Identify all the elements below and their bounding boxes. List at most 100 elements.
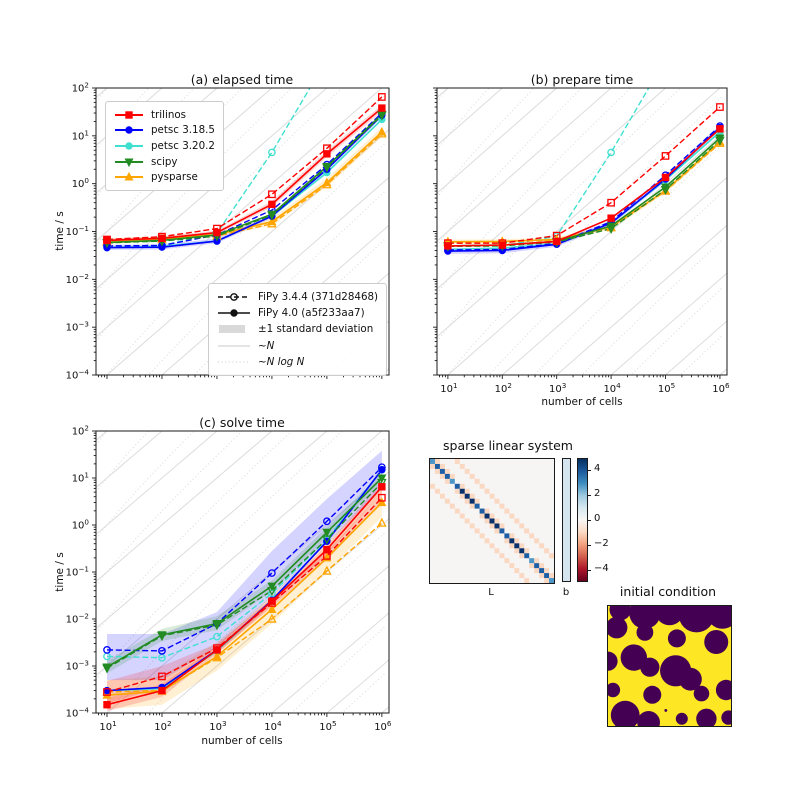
initial-condition-blob [629,606,661,629]
markers-pysparse-solid [443,136,725,246]
legend-sample-petsc-3-20-2 [115,142,143,150]
colorbar-tick-label: 4 [594,463,601,475]
legend-item-scipy: scipy [114,154,215,170]
markers-scipy-solid [102,474,387,673]
chart-b-ticks [433,87,721,379]
solver-legend: trilinos petsc 3.18.5 petsc 3.20.2 scipy… [105,101,224,191]
chart-a-plot-area [96,88,389,375]
legend-label-petsc-3-18-5: petsc 3.18.5 [151,124,215,137]
legend-item-trilinos: trilinos [114,107,215,123]
chart-c-xlabel: number of cells [201,735,283,747]
svg-text:100: 100 [72,176,90,190]
legend-sample-ref-n [218,344,250,347]
chart-b-xlabel: number of cells [541,396,623,408]
series-trilinos-solid [106,107,383,242]
series-petsc3185-dashed [106,112,383,247]
initial-condition-blob [704,630,729,654]
series-trilinos-solid [106,486,383,706]
initial-condition-blob [655,606,684,626]
svg-text:101: 101 [72,471,89,485]
svg-text:102: 102 [495,381,512,395]
legend-item-petsc-3-18-5: petsc 3.18.5 [114,123,215,139]
initial-condition-blob [667,629,686,648]
vector-b [562,458,571,582]
initial-condition-blob [643,685,662,704]
legend-item-std-dev: ±1 standard deviation [217,321,378,337]
initial-condition-blob [696,708,717,726]
initial-condition-blob [706,606,731,629]
colorbar [577,458,588,582]
legend-sample-fipy-344 [218,293,250,301]
colorbar-tick-label: −4 [594,562,609,574]
svg-text:106: 106 [712,381,730,395]
initial-condition-blob [721,710,731,725]
legend-sample-petsc-3-18-5 [115,126,143,135]
series-trilinos-solid [447,128,721,247]
initial-condition-blob [636,624,654,641]
series-pysparse-dashed [106,522,383,693]
svg-text:104: 104 [603,381,621,395]
svg-text:10−2: 10−2 [66,612,89,626]
legend-label-fipy-40: FiPy 4.0 (a5f233aa7) [258,307,365,320]
series-scipy-solid [106,477,383,668]
initial-condition-blob [620,644,648,671]
legend-sample-ref-nlogn [218,361,250,363]
colorbar-tick-label: −2 [594,537,609,549]
svg-text:106: 106 [374,719,392,733]
series-pysparse-solid [106,502,383,696]
legend-label-std-dev: ±1 standard deviation [258,323,374,336]
chart-b-plot-area [437,88,727,375]
legend-sample-scipy [115,158,143,167]
colorbar-tick [588,495,591,497]
initial-condition-blob [693,685,710,702]
series-pysparse-solid [447,141,721,243]
series-pysparse-dashed [447,142,721,243]
series-scipy-solid [106,113,383,244]
series-petsc3185-dashed [447,125,721,251]
legend-item-fipy-40: FiPy 4.0 (a5f233aa7) [217,305,378,321]
series-petsc3185-solid [106,114,383,249]
chart-a-ylabel: time / s [54,211,66,251]
svg-text:101: 101 [72,128,89,142]
series-trilinos-dashed [447,106,721,244]
legend-sample-trilinos [115,111,143,119]
legend-label-scipy: scipy [151,155,178,168]
chart-c-title: (c) solve time [199,415,285,430]
colorbar-tick [588,470,591,472]
legend-label-ref-nlogn: ~N log N [258,355,305,368]
initial-condition-blob [608,682,621,698]
initial-condition-image [607,605,732,727]
svg-text:10−3: 10−3 [66,659,89,673]
svg-text:105: 105 [658,381,675,395]
initial-condition-blob [679,667,702,691]
chart-b-title: (b) prepare time [530,72,634,87]
svg-text:104: 104 [264,719,282,733]
svg-text:10−4: 10−4 [66,706,90,720]
legend-label-fipy-344: FiPy 3.4.4 (371d28468) [258,291,379,304]
series-trilinos-dashed [106,96,383,241]
series-petsc3202-dashed [106,469,383,659]
svg-text:102: 102 [154,719,171,733]
legend-item-pysparse: pysparse [114,169,215,185]
initial-condition-blob [678,606,715,633]
legend-item-ref-nlogn: ~N log N [217,354,378,370]
initial-condition-blob [664,708,668,712]
initial-condition-blob [675,712,688,725]
svg-text:103: 103 [209,719,226,733]
legend-sample-std-dev [219,325,245,334]
svg-text:105: 105 [319,719,336,733]
markers-trilinos-solid [103,104,386,245]
legend-label-pysparse: pysparse [151,171,198,184]
vector-b-label: b [562,587,570,598]
colorbar-ticks: 4 2 0 −2 −4 [588,458,618,582]
legend-sample-pysparse [115,172,143,181]
chart-c-plot-area [96,431,389,713]
sparse-system-title: sparse linear system [443,438,573,453]
legend-item-petsc-3-20-2: petsc 3.20.2 [114,138,215,154]
legend-item-fipy-344: FiPy 3.4.4 (371d28468) [217,289,378,305]
svg-text:103: 103 [549,381,566,395]
svg-text:101: 101 [440,381,457,395]
initial-condition-blob [637,711,660,726]
svg-text:10−1: 10−1 [66,224,89,238]
